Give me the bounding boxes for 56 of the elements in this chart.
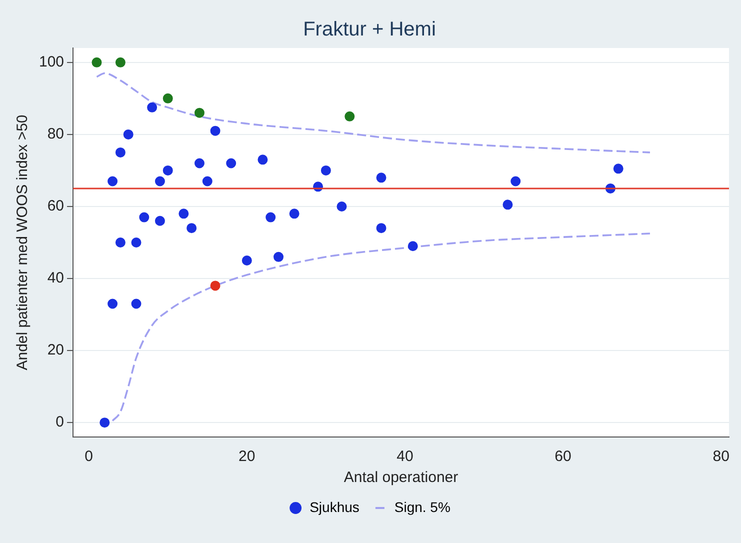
line-series bbox=[96, 72, 651, 154]
point bbox=[115, 57, 126, 68]
point bbox=[92, 57, 102, 68]
point bbox=[274, 252, 284, 262]
point bbox=[162, 165, 173, 176]
y-tick-label: 40 bbox=[47, 270, 64, 287]
point bbox=[613, 164, 624, 174]
point bbox=[510, 176, 521, 186]
point bbox=[186, 223, 197, 234]
point bbox=[258, 154, 268, 165]
point bbox=[226, 158, 236, 168]
point bbox=[139, 212, 150, 222]
point bbox=[147, 102, 158, 112]
point bbox=[131, 298, 142, 309]
y-axis-title: Andel patienter med WOOS index >50 bbox=[14, 114, 32, 370]
point bbox=[100, 418, 110, 428]
point bbox=[320, 165, 331, 176]
point bbox=[131, 238, 142, 248]
y-tick-label: 20 bbox=[47, 342, 64, 359]
point bbox=[194, 158, 204, 168]
point bbox=[210, 126, 220, 136]
point bbox=[242, 256, 252, 266]
x-tick-label: 20 bbox=[238, 448, 256, 466]
point bbox=[202, 176, 212, 186]
y-tick-label: 80 bbox=[47, 126, 64, 143]
point bbox=[289, 208, 300, 219]
point bbox=[344, 111, 355, 122]
x-axis-title: Antal operationer bbox=[344, 469, 458, 486]
x-tick-label: 40 bbox=[396, 448, 414, 466]
point bbox=[408, 241, 418, 252]
point bbox=[178, 208, 189, 219]
legend-label: Sign. 5% bbox=[394, 498, 450, 515]
point bbox=[108, 298, 118, 309]
point bbox=[154, 176, 165, 186]
point bbox=[162, 93, 173, 104]
chart-title: Fraktur + Hemi bbox=[303, 18, 436, 41]
point bbox=[502, 200, 513, 210]
point bbox=[336, 201, 347, 212]
y-tick-label: 100 bbox=[38, 54, 64, 71]
point bbox=[210, 280, 220, 291]
point bbox=[154, 216, 165, 226]
point bbox=[266, 212, 276, 222]
point bbox=[194, 108, 204, 118]
x-tick-label: 80 bbox=[712, 448, 730, 466]
y-tick-label: 60 bbox=[47, 198, 64, 215]
point bbox=[376, 172, 386, 183]
point bbox=[123, 129, 134, 140]
legend-label: Sjukhus bbox=[310, 498, 360, 515]
point bbox=[108, 176, 118, 186]
x-tick-label: 0 bbox=[84, 448, 94, 466]
point bbox=[115, 147, 126, 158]
point bbox=[115, 238, 126, 248]
point bbox=[376, 223, 386, 234]
x-tick-label: 60 bbox=[554, 448, 572, 466]
y-tick-label: 0 bbox=[56, 414, 64, 431]
line-series bbox=[112, 232, 651, 422]
